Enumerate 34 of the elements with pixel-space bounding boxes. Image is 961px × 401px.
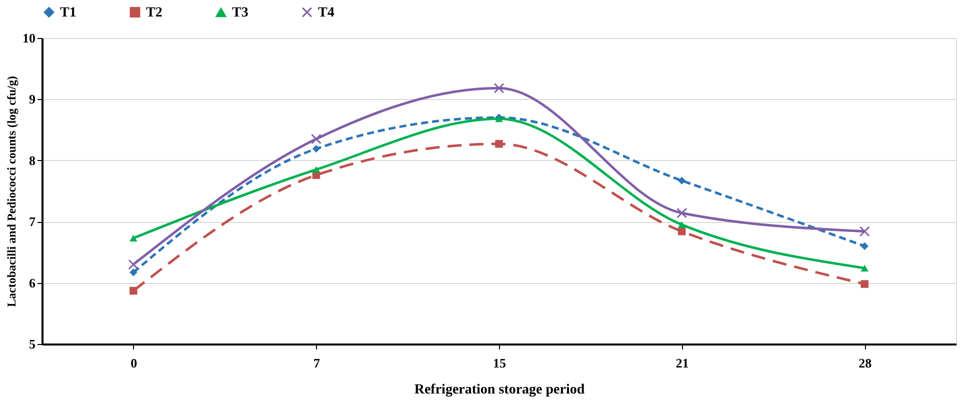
x-tick-label: 0 <box>130 356 138 370</box>
legend-label: T4 <box>318 5 334 20</box>
point <box>495 140 503 148</box>
x-tick-label: 15 <box>493 356 506 370</box>
point <box>859 226 870 237</box>
point <box>860 264 868 272</box>
point <box>310 134 322 144</box>
y-tick-label: 5 <box>29 336 36 352</box>
point <box>678 228 686 236</box>
x-tick-label: 28 <box>858 356 872 370</box>
x-axis-title: Refrigeration storage period <box>414 382 585 398</box>
x-tick-label: 7 <box>313 356 320 370</box>
point <box>676 208 688 218</box>
legend-label: T3 <box>232 6 248 20</box>
point <box>312 166 320 173</box>
y-tick-label: 8 <box>29 152 36 168</box>
x-tick-label: 21 <box>676 356 689 370</box>
point <box>130 234 138 242</box>
y-axis-title: Lactobacilli and Pediococci counts (log cfu/g) <box>4 76 18 307</box>
point <box>128 259 139 270</box>
point <box>860 280 868 288</box>
point <box>130 286 138 295</box>
legend-label: T1 <box>60 5 76 20</box>
y-tick-label: 9 <box>29 92 36 107</box>
point <box>494 82 504 94</box>
y-tick-label: 6 <box>29 275 36 290</box>
point <box>312 144 320 153</box>
y-tick-label: 7 <box>29 214 36 230</box>
point <box>678 221 686 228</box>
point <box>860 242 868 250</box>
point <box>130 268 138 276</box>
y-tick-label: 10 <box>22 30 36 46</box>
legend-label: T2 <box>146 5 162 20</box>
point <box>678 176 686 184</box>
